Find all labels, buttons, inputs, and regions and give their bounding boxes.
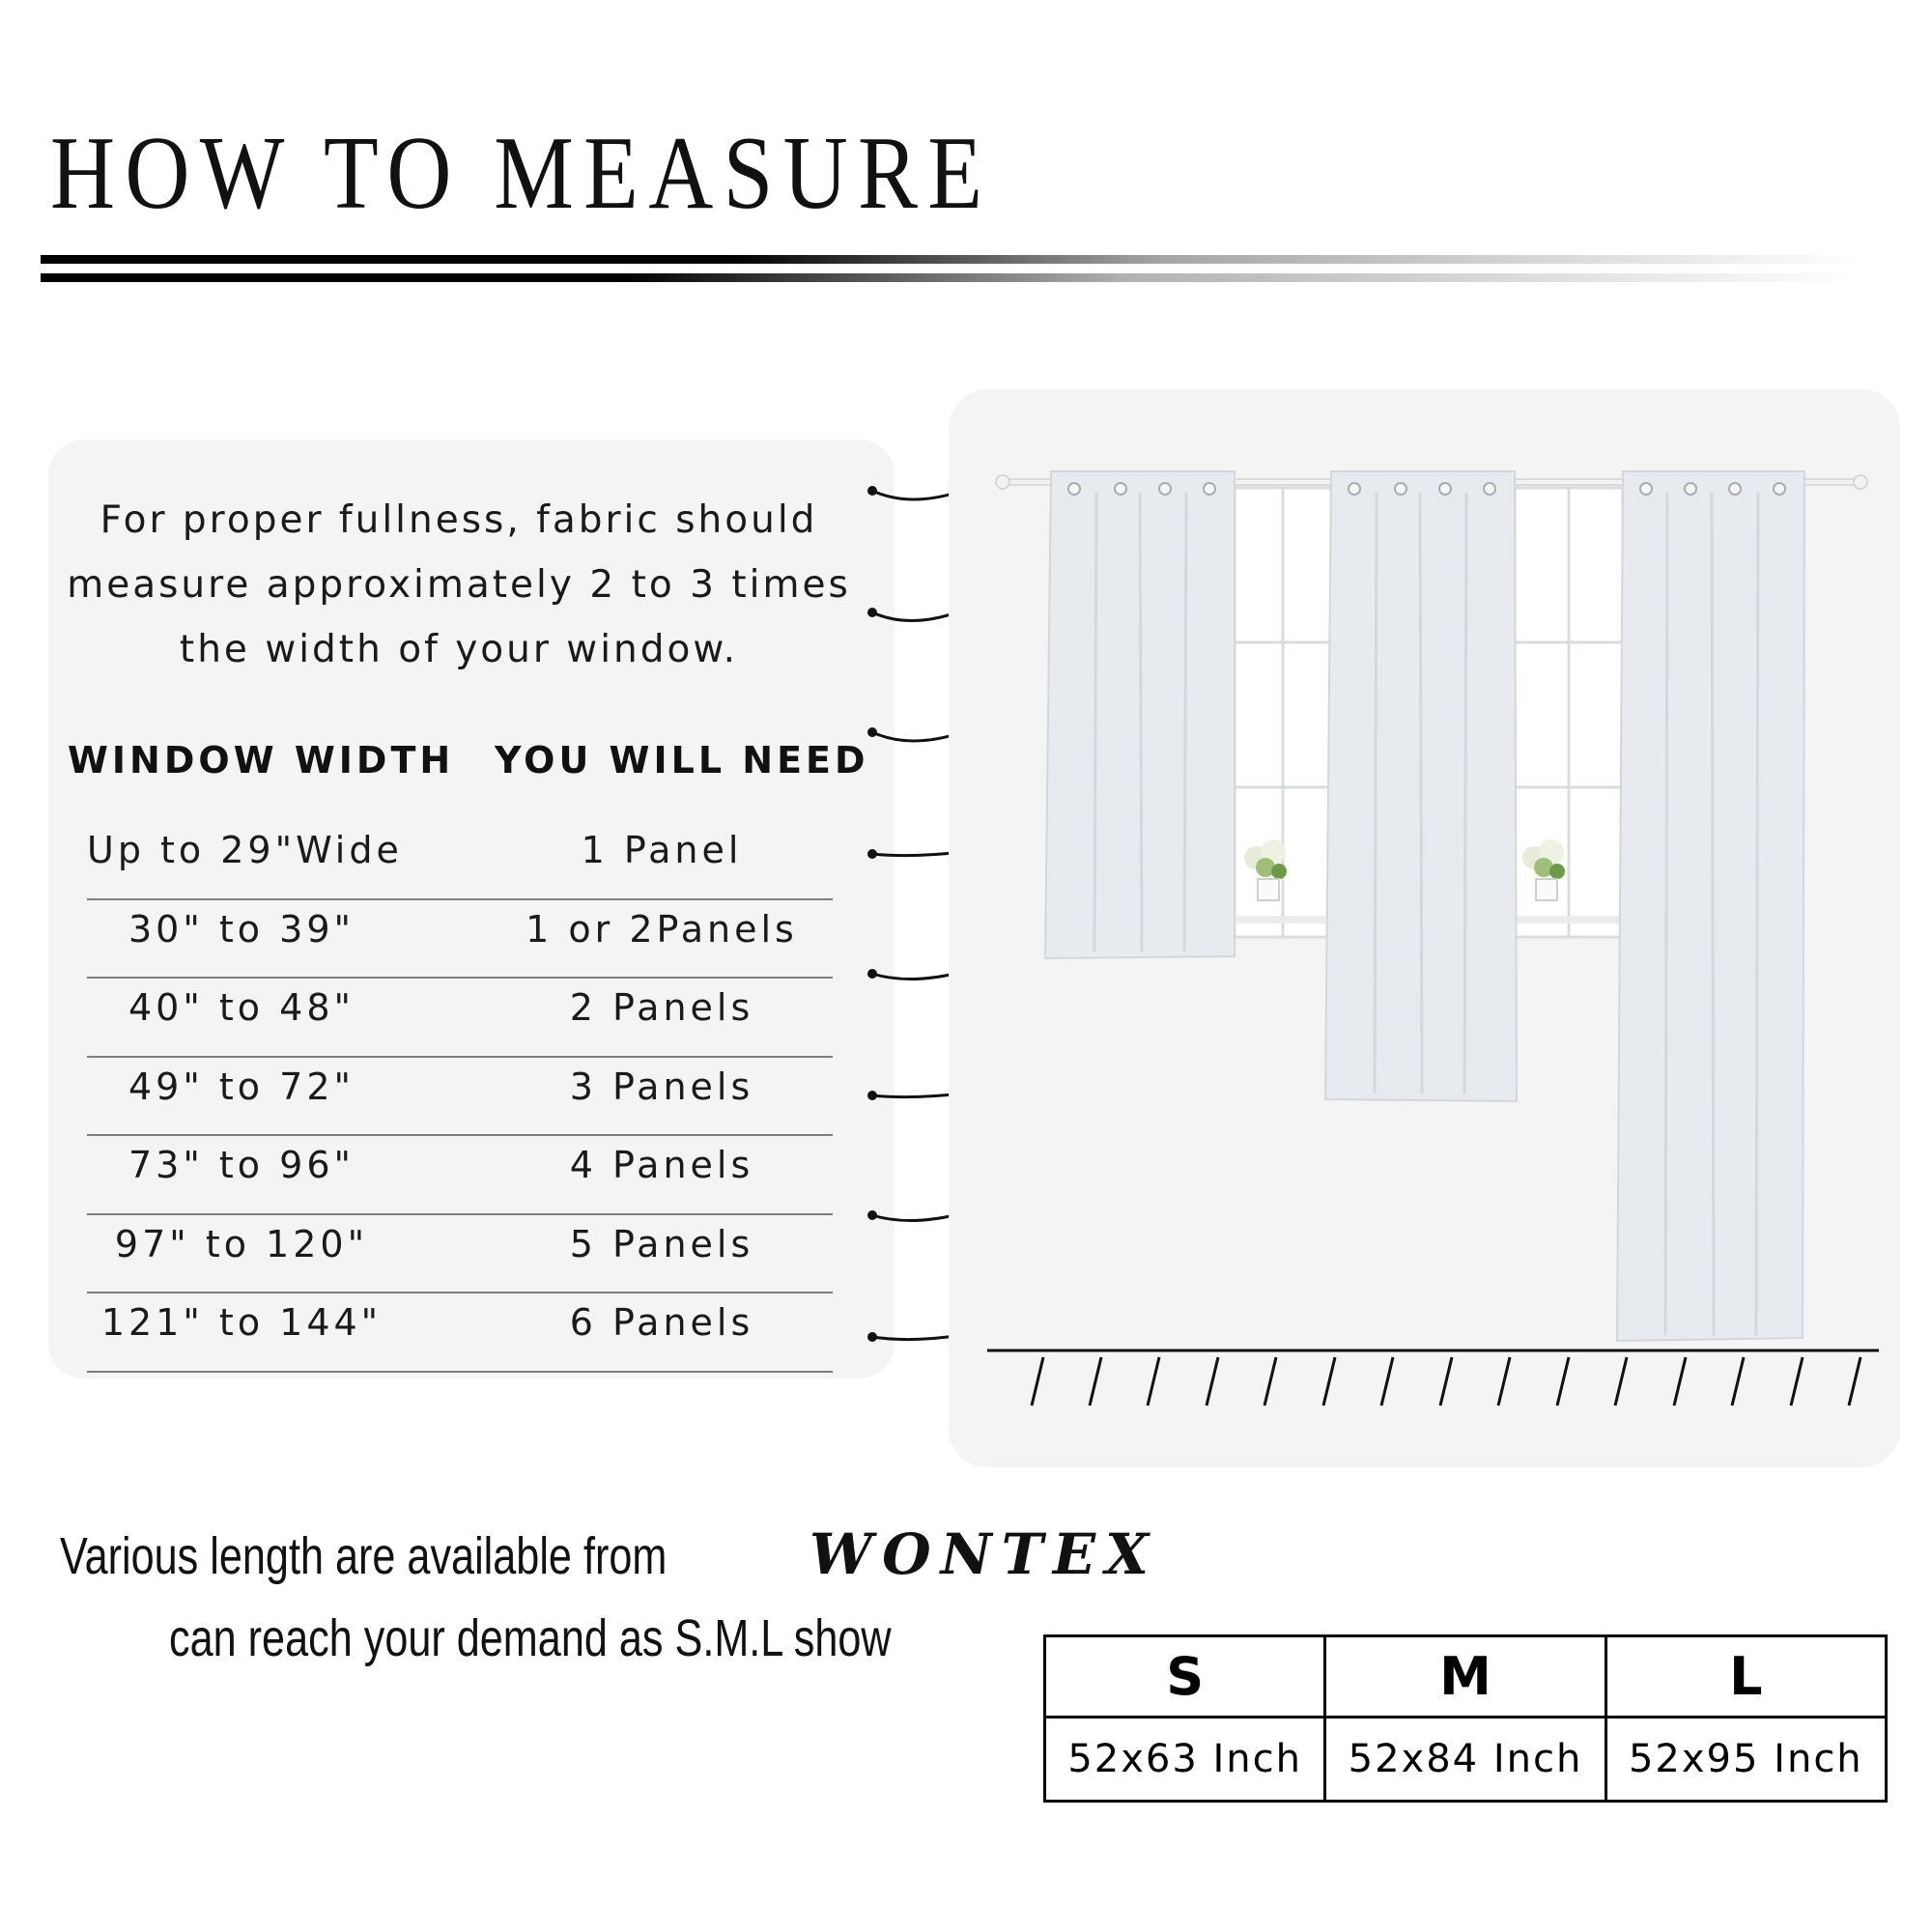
binder-hole bbox=[867, 969, 877, 979]
table-row: 30" to 39" 1 or 2Panels bbox=[87, 900, 833, 979]
panels-needed-cell: 1 Panel bbox=[581, 829, 743, 871]
rod-finial bbox=[995, 474, 1010, 490]
binder-hole bbox=[867, 608, 877, 617]
window-sill bbox=[1229, 916, 1345, 923]
window-width-cell: 121" to 144" bbox=[100, 1301, 383, 1344]
measure-guide-card bbox=[48, 440, 895, 1378]
size-dimension-l: 52x95 Inch bbox=[1604, 1716, 1889, 1803]
panels-needed-cell: 3 Panels bbox=[569, 1065, 754, 1108]
window-width-cell: 49" to 72" bbox=[128, 1065, 355, 1108]
size-label-l: L bbox=[1604, 1634, 1889, 1719]
size-table: S M L 52x63 Inch 52x84 Inch 52x95 Inch bbox=[1042, 1634, 1889, 1803]
binder-hole bbox=[867, 1091, 877, 1100]
table-row: 40" to 48" 2 Panels bbox=[87, 979, 833, 1058]
fullness-note-line: measure approximately 2 to 3 times bbox=[67, 563, 851, 607]
binder-hole bbox=[867, 1332, 877, 1342]
window-width-cell: 97" to 120" bbox=[114, 1222, 369, 1265]
window-width-cell: 40" to 48" bbox=[128, 986, 355, 1029]
size-demand-text: can reach your demand as S.M.L show bbox=[169, 1609, 892, 1667]
size-header-row: S M L bbox=[1042, 1634, 1889, 1719]
panels-needed-cell: 5 Panels bbox=[569, 1222, 754, 1265]
brand-logo: WONTEX bbox=[810, 1521, 1159, 1587]
panels-needed-cell: 2 Panels bbox=[569, 986, 754, 1029]
flower-pot-icon bbox=[1522, 839, 1565, 901]
curtain-length-illustration bbox=[987, 470, 1879, 1406]
length-availability-text: Various length are available from bbox=[60, 1527, 668, 1585]
window-sill bbox=[1509, 916, 1634, 923]
title-underline-top bbox=[41, 255, 1857, 264]
table-row: 121" to 144" 6 Panels bbox=[87, 1293, 833, 1373]
panels-needed-cell: 4 Panels bbox=[569, 1144, 754, 1186]
flower-pot-icon bbox=[1244, 839, 1287, 901]
size-dimension-s: 52x63 Inch bbox=[1042, 1716, 1327, 1803]
fullness-note-line: For proper fullness, fabric should bbox=[99, 498, 818, 542]
binder-hole bbox=[867, 727, 877, 737]
panel-guide-table: Up to 29"Wide 1 Panel 30" to 39" 1 or 2P… bbox=[87, 821, 833, 1373]
window-left bbox=[1233, 486, 1333, 939]
window-width-cell: Up to 29"Wide bbox=[87, 829, 403, 871]
curtain-panel-medium bbox=[1323, 470, 1519, 1103]
panels-needed-cell: 1 or 2Panels bbox=[526, 907, 798, 951]
window-width-cell: 73" to 96" bbox=[128, 1144, 355, 1186]
curtain-panel-long bbox=[1615, 470, 1806, 1343]
fullness-note: For proper fullness, fabric should measu… bbox=[58, 488, 860, 682]
curtain-panel-short bbox=[1043, 470, 1236, 960]
fullness-note-line: the width of your window. bbox=[179, 628, 739, 671]
binder-hole bbox=[867, 486, 877, 496]
table-row: Up to 29"Wide 1 Panel bbox=[87, 821, 833, 900]
floor-hatching bbox=[1030, 1356, 1862, 1406]
size-label-s: S bbox=[1042, 1634, 1327, 1719]
table-row: 97" to 120" 5 Panels bbox=[87, 1215, 833, 1293]
title-underline-bottom bbox=[41, 273, 1857, 282]
panels-needed-cell: 6 Panels bbox=[569, 1301, 754, 1344]
binder-hole bbox=[867, 849, 877, 859]
window-width-cell: 30" to 39" bbox=[128, 907, 355, 951]
size-dimension-row: 52x63 Inch 52x84 Inch 52x95 Inch bbox=[1042, 1716, 1889, 1803]
rod-finial bbox=[1853, 474, 1868, 490]
binder-hole bbox=[867, 1210, 877, 1220]
size-label-m: M bbox=[1323, 1634, 1607, 1719]
table-row: 73" to 96" 4 Panels bbox=[87, 1136, 833, 1215]
table-row: 49" to 72" 3 Panels bbox=[87, 1058, 833, 1136]
window-right bbox=[1513, 486, 1625, 939]
page-title: HOW TO MEASURE bbox=[50, 116, 993, 231]
you-will-need-header: YOU WILL NEED bbox=[495, 739, 869, 781]
size-dimension-m: 52x84 Inch bbox=[1323, 1716, 1607, 1803]
window-width-header: WINDOW WIDTH bbox=[68, 739, 455, 781]
